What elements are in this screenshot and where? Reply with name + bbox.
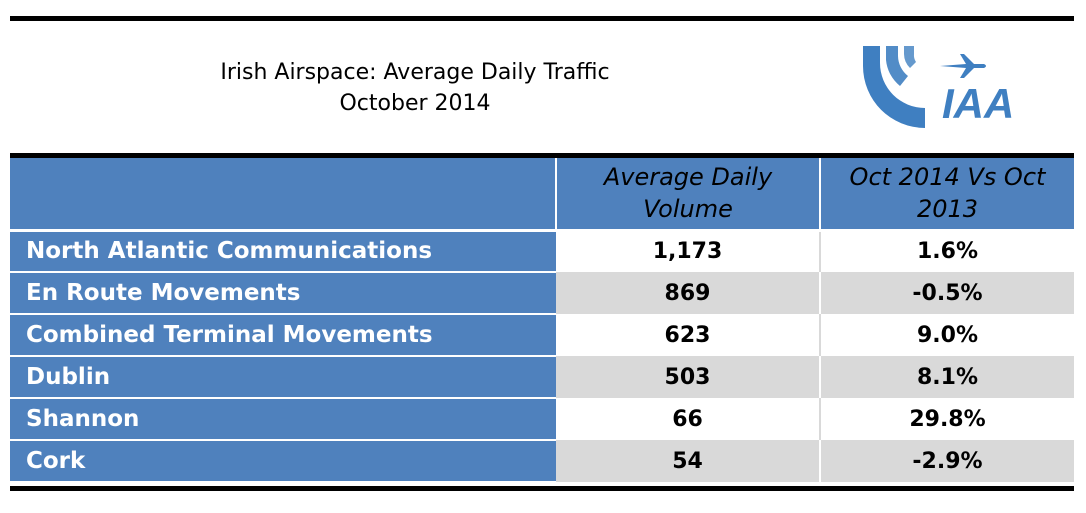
row-volume: 54 — [556, 440, 820, 482]
title-line-2: October 2014 — [339, 91, 491, 116]
table-row: Dublin 503 8.1% — [10, 356, 1074, 399]
row-change: -0.5% — [819, 272, 1074, 314]
row-volume: 623 — [556, 314, 820, 356]
row-label: Cork — [10, 440, 556, 483]
row-label: Combined Terminal Movements — [10, 314, 556, 357]
row-volume: 503 — [556, 356, 820, 398]
row-volume: 66 — [556, 398, 820, 440]
row-label: North Atlantic Communications — [10, 230, 556, 273]
iaa-logo: IAA — [848, 38, 1023, 133]
row-change: 9.0% — [819, 314, 1074, 356]
table-row: Shannon 66 29.8% — [10, 398, 1074, 441]
page-title: Irish Airspace: Average Daily Traffic Oc… — [40, 57, 790, 119]
row-change: 1.6% — [819, 230, 1074, 272]
row-change: -2.9% — [819, 440, 1074, 482]
table-top-rule — [10, 153, 1074, 158]
row-volume: 1,173 — [556, 230, 820, 272]
row-volume: 869 — [556, 272, 820, 314]
header-volume: Average Daily Volume — [555, 158, 820, 230]
top-rule — [10, 16, 1074, 21]
bottom-rule — [10, 486, 1074, 491]
table-row: North Atlantic Communications 1,173 1.6% — [10, 230, 1074, 273]
table-row: En Route Movements 869 -0.5% — [10, 272, 1074, 315]
traffic-table: Average Daily Volume Oct 2014 Vs Oct 201… — [10, 158, 1074, 483]
table-row: Cork 54 -2.9% — [10, 440, 1074, 483]
row-label: Shannon — [10, 398, 556, 441]
iaa-logo-graphic: IAA — [863, 46, 1014, 128]
header-label-cell — [10, 158, 556, 230]
row-change: 29.8% — [819, 398, 1074, 440]
row-label: Dublin — [10, 356, 556, 399]
table-header-row: Average Daily Volume Oct 2014 Vs Oct 201… — [10, 158, 1074, 230]
title-line-1: Irish Airspace: Average Daily Traffic — [220, 60, 610, 85]
header-change: Oct 2014 Vs Oct 2013 — [819, 158, 1074, 230]
logo-text: IAA — [942, 80, 1014, 127]
airplane-icon — [940, 54, 986, 78]
row-label: En Route Movements — [10, 272, 556, 315]
row-change: 8.1% — [819, 356, 1074, 398]
table-row: Combined Terminal Movements 623 9.0% — [10, 314, 1074, 357]
